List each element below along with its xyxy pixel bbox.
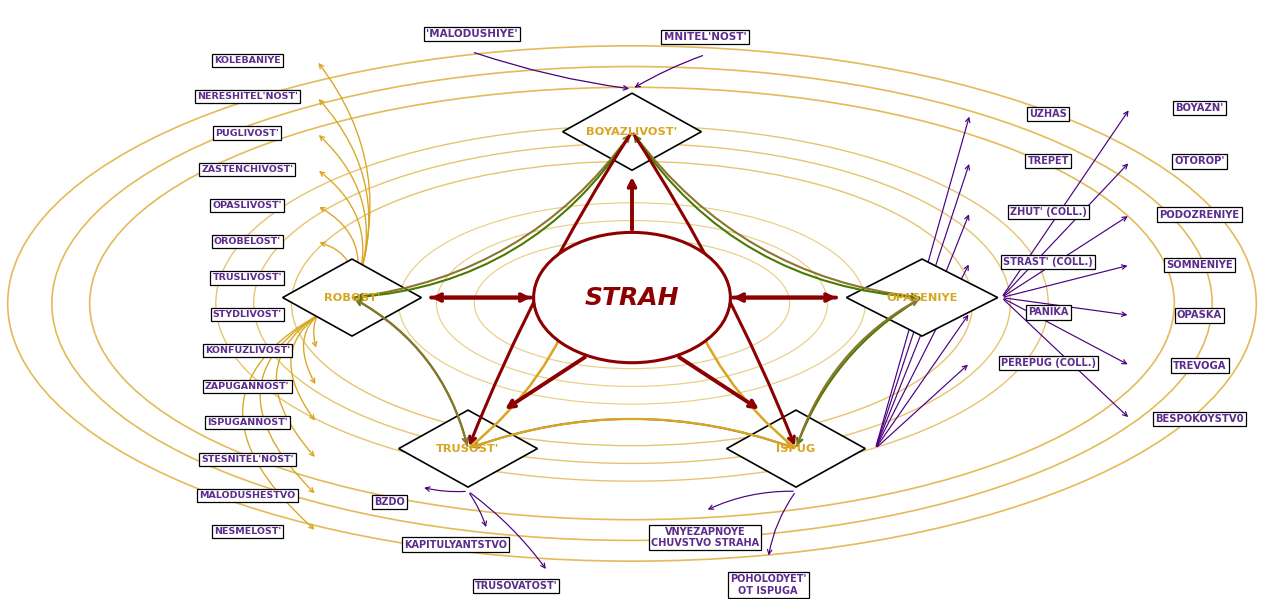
Text: OPASENIYE: OPASENIYE — [886, 292, 958, 302]
Text: NERESHITEL'NOST': NERESHITEL'NOST' — [197, 92, 298, 101]
Text: SOMNENIYE: SOMNENIYE — [1167, 260, 1232, 270]
Text: ROBOST': ROBOST' — [324, 292, 380, 302]
Text: STESNITEL'NOST': STESNITEL'NOST' — [201, 455, 293, 464]
Text: UZHAS: UZHAS — [1029, 109, 1067, 119]
Polygon shape — [562, 93, 702, 170]
Text: STYDLIVOST': STYDLIVOST' — [212, 310, 282, 319]
Text: ZHUT' (COLL.): ZHUT' (COLL.) — [1010, 207, 1087, 217]
Text: KOLEBANIYE: KOLEBANIYE — [214, 56, 281, 65]
Text: TRUSOVATOST': TRUSOVATOST' — [475, 581, 557, 591]
Text: TRUSOST': TRUSOST' — [436, 444, 499, 453]
Text: ISPUG: ISPUG — [776, 444, 815, 453]
Text: OPASKA: OPASKA — [1177, 310, 1222, 320]
Text: BOYAZLIVOST': BOYAZLIVOST' — [586, 127, 678, 137]
Text: TRUSLIVOST': TRUSLIVOST' — [212, 274, 282, 283]
Text: ISPUGANNOST': ISPUGANNOST' — [207, 418, 288, 427]
Text: BESPOKOYSTV0: BESPOKOYSTV0 — [1155, 414, 1244, 424]
Text: STRAH: STRAH — [585, 286, 679, 310]
Text: MNITEL'NOST': MNITEL'NOST' — [664, 32, 747, 42]
Text: VNYEZAPNOYE
CHUVSTVO STRAHA: VNYEZAPNOYE CHUVSTVO STRAHA — [651, 527, 760, 548]
Polygon shape — [398, 410, 537, 487]
Text: TREPET: TREPET — [1028, 156, 1069, 167]
Text: KAPITULYANTSTVO: KAPITULYANTSTVO — [404, 540, 507, 549]
Text: BZDO: BZDO — [374, 497, 406, 507]
Text: PANIKA: PANIKA — [1028, 307, 1068, 317]
Text: OTOROP': OTOROP' — [1174, 156, 1225, 167]
Text: OPASLIVOST': OPASLIVOST' — [212, 201, 282, 210]
Text: PODOZRENIYE: PODOZRENIYE — [1159, 210, 1240, 220]
Text: OROBELOST': OROBELOST' — [214, 237, 281, 246]
Text: TREVOGA: TREVOGA — [1173, 361, 1226, 371]
Polygon shape — [847, 259, 997, 336]
Text: STRAST' (COLL.): STRAST' (COLL.) — [1004, 257, 1093, 267]
Text: POHOLODYET'
OT ISPUGA: POHOLODYET' OT ISPUGA — [731, 574, 806, 595]
Text: BOYAZN': BOYAZN' — [1176, 103, 1224, 113]
Text: ZAPUGANNOST': ZAPUGANNOST' — [205, 382, 289, 391]
Polygon shape — [727, 410, 866, 487]
Text: 'MALODUSHIYE': 'MALODUSHIYE' — [426, 29, 518, 39]
Text: ZASTENCHIVOST': ZASTENCHIVOST' — [201, 165, 293, 174]
Text: KONFUZLIVOST': KONFUZLIVOST' — [205, 346, 289, 355]
Ellipse shape — [533, 232, 731, 363]
Text: NESMELOST': NESMELOST' — [214, 527, 281, 536]
Polygon shape — [283, 259, 421, 336]
Text: PEREPUG (COLL.): PEREPUG (COLL.) — [1001, 358, 1096, 368]
Text: PUGLIVOST': PUGLIVOST' — [215, 129, 279, 138]
Text: MALODUSHESTVO: MALODUSHESTVO — [200, 491, 296, 500]
